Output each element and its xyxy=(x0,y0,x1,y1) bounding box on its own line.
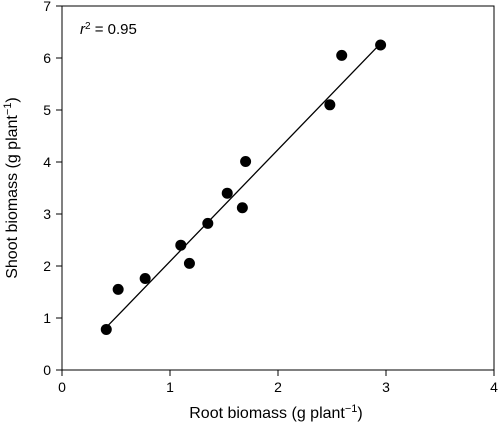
data-points xyxy=(100,39,387,335)
r-squared-value: = 0.95 xyxy=(91,21,137,38)
y-axis-title-close: ) xyxy=(4,97,21,102)
y-axis-title: Shoot biomass (g plant−1) xyxy=(2,97,21,279)
r-squared-annotation: r2 = 0.95 xyxy=(80,21,137,39)
data-point xyxy=(202,217,214,229)
plot-frame xyxy=(61,5,495,371)
x-tick-label: 4 xyxy=(490,379,498,395)
y-tick-label: 6 xyxy=(43,50,51,66)
data-point xyxy=(240,155,252,167)
data-point xyxy=(139,272,151,284)
data-point xyxy=(183,257,195,269)
y-tick-label: 4 xyxy=(43,154,51,170)
data-point xyxy=(175,239,187,251)
x-tick-label: 1 xyxy=(166,379,174,395)
data-point xyxy=(236,202,248,214)
y-tick-label: 2 xyxy=(43,258,51,274)
data-point xyxy=(221,187,233,199)
r-squared-var: r xyxy=(80,21,86,38)
data-point xyxy=(100,323,112,335)
x-axis-title-sup: −1 xyxy=(345,403,358,415)
regression-line xyxy=(105,42,382,328)
y-axis-title-sup: −1 xyxy=(2,103,14,116)
y-tick-label: 7 xyxy=(43,0,51,14)
data-point xyxy=(375,39,387,51)
y-tick-label: 3 xyxy=(43,206,51,222)
axis-ticks: 0 1 2 3 4 0 1 2 3 4 5 6 7 xyxy=(43,0,498,395)
data-point xyxy=(324,99,336,111)
fit-line xyxy=(105,42,382,328)
y-tick-label: 0 xyxy=(43,362,51,378)
r-squared-sup: 2 xyxy=(85,21,91,32)
x-axis-title: Root biomass (g plant−1) xyxy=(189,403,363,422)
x-tick-label: 2 xyxy=(274,379,282,395)
data-point xyxy=(336,49,348,61)
data-point xyxy=(112,283,124,295)
y-axis-title-main: Shoot biomass (g plant xyxy=(4,115,21,279)
x-tick-label: 3 xyxy=(382,379,390,395)
plot-area xyxy=(61,5,495,371)
x-tick-label: 0 xyxy=(58,379,66,395)
x-axis-title-close: ) xyxy=(357,405,362,422)
y-tick-label: 5 xyxy=(43,102,51,118)
y-tick-label: 1 xyxy=(43,310,51,326)
x-axis-title-main: Root biomass (g plant xyxy=(189,405,345,422)
